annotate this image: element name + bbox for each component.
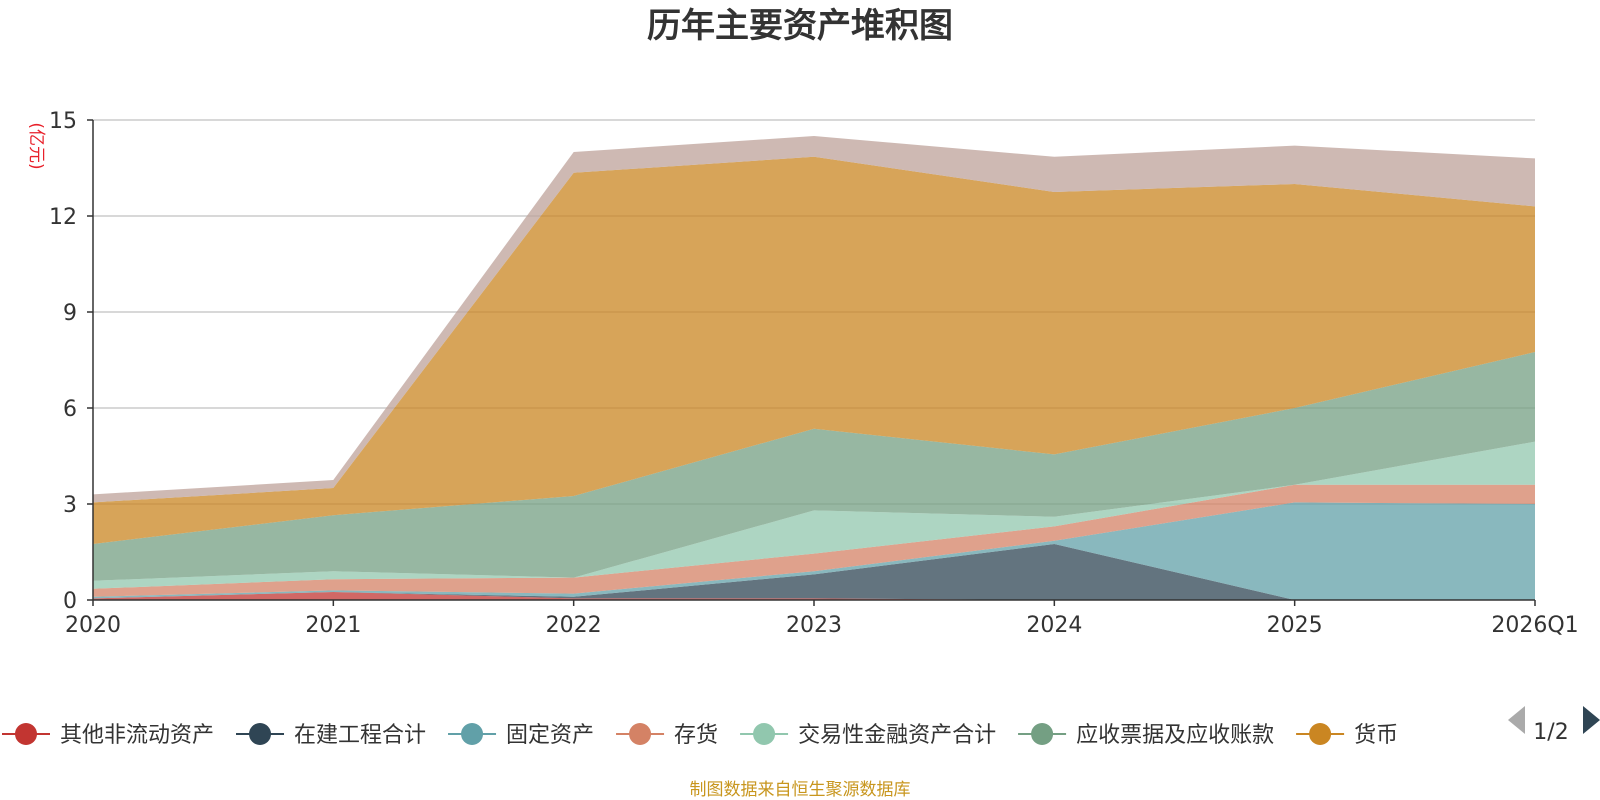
legend-item[interactable]: 货币 [1296,723,1398,748]
area-其他 [93,136,1535,503]
legend-marker [249,723,272,745]
legend-item[interactable]: 存货 [616,723,718,748]
x-axis-ticks: 2020 2021 2022 2023 2024 2025 2026Q1 [65,600,1579,638]
area-其他非流动资产 [93,592,1535,600]
legend-item[interactable]: 交易性金融资产合计 [740,723,996,748]
legend-label: 货币 [1354,723,1398,748]
legend-item[interactable]: 固定资产 [448,723,594,748]
legend-label: 其他非流动资产 [60,723,214,748]
area-货币 [93,156,1535,545]
legend-marker [461,723,484,745]
pager-page-indicator: 1/2 [1533,720,1568,745]
x-tick-label: 2026Q1 [1491,613,1578,638]
area-存货 [93,484,1535,597]
legend-marker [15,723,37,745]
area-在建工程合计 [93,544,1535,600]
legend-label: 应收票据及应收账款 [1076,723,1274,748]
legend-item[interactable]: 在建工程合计 [236,723,426,748]
area-固定资产 [93,502,1535,600]
y-axis-ticks: 0 3 6 9 12 15 [49,109,93,614]
legend-item[interactable]: 其他非流动资产 [2,723,214,748]
area-应收票据及应收账款 [93,352,1535,581]
legend-label: 存货 [674,723,718,748]
pager-next-icon[interactable] [1583,706,1600,734]
legend-item[interactable]: 应收票据及应收账款 [1018,723,1274,748]
legend-marker [753,723,776,745]
y-axis-unit: (亿元) [26,122,46,169]
y-tick-label: 3 [63,493,77,518]
legend-label: 交易性金融资产合计 [798,723,996,748]
y-tick-label: 0 [63,589,77,614]
area-交易性金融资产合计 [93,441,1535,589]
legend[interactable]: 其他非流动资产 在建工程合计 固定资产 存货 交易性金融资产合计 应收票据及应收账款 货币 [2,723,1398,748]
x-tick-label: 2024 [1026,613,1082,638]
legend-marker [1031,723,1054,745]
data-source-note: 制图数据来自恒生聚源数据库 [690,780,911,800]
x-tick-label: 2025 [1267,613,1323,638]
legend-marker [629,723,652,745]
y-tick-label: 15 [49,109,77,134]
legend-marker [1309,723,1332,745]
y-tick-label: 9 [63,301,77,326]
chart-title: 历年主要资产堆积图 [647,6,953,46]
pager-prev-icon[interactable] [1508,706,1525,734]
x-tick-label: 2021 [305,613,361,638]
legend-label: 固定资产 [506,723,594,748]
x-tick-label: 2020 [65,613,121,638]
area-series [93,136,1535,600]
x-tick-label: 2022 [546,613,602,638]
x-tick-label: 2023 [786,613,842,638]
legend-label: 在建工程合计 [294,723,426,748]
y-tick-label: 6 [63,397,77,422]
y-tick-label: 12 [49,205,77,230]
legend-pager[interactable]: 1/2 [1508,706,1600,745]
